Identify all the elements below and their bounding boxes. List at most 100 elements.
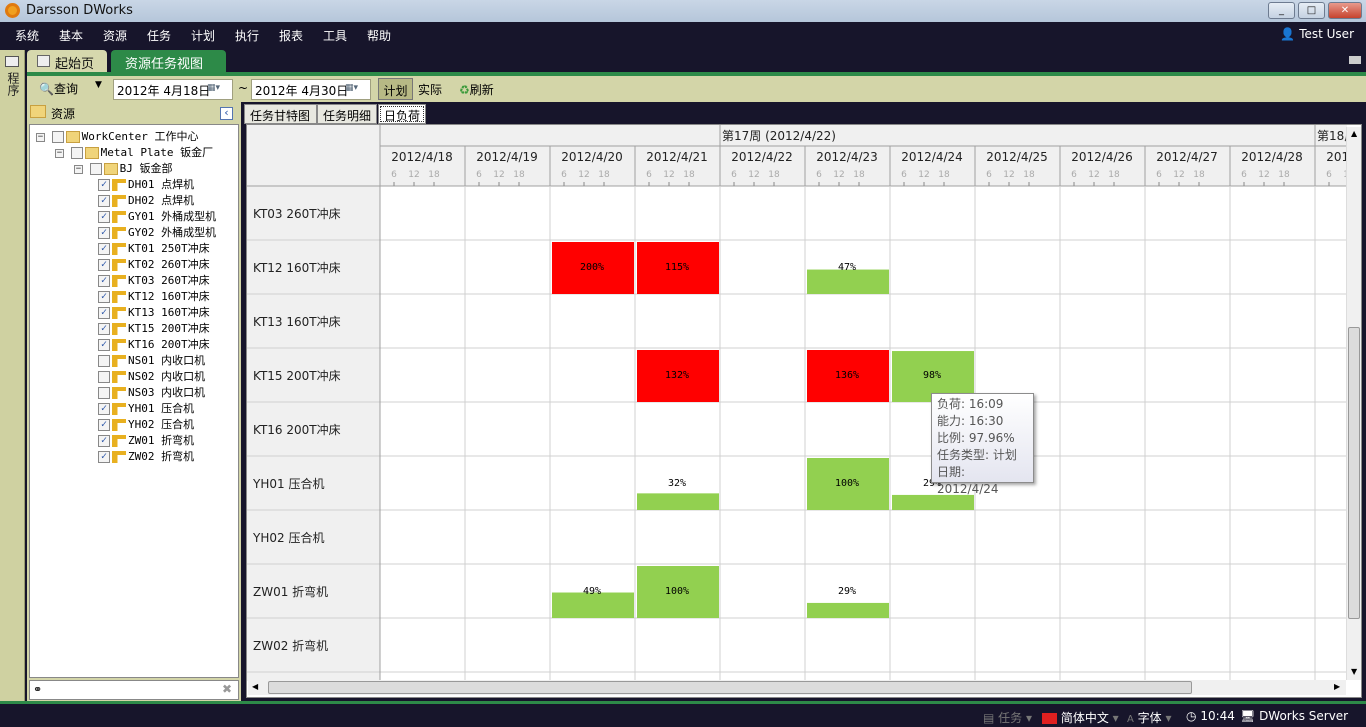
subtab-gantt[interactable]: 任务甘特图 — [244, 104, 317, 124]
tree-checkbox[interactable] — [51, 131, 64, 143]
tree-checkbox[interactable]: ✓ — [98, 259, 110, 271]
hour-tick-label: 12 — [408, 170, 419, 180]
query-dropdown-icon[interactable]: ▼ — [95, 80, 102, 90]
tree-checkbox[interactable]: ✓ — [98, 323, 110, 335]
tree-node[interactable]: ✓ GY02 外桶成型机 — [30, 224, 238, 240]
hour-tick-label: 6 — [476, 170, 482, 180]
tree-checkbox[interactable]: ✓ — [98, 307, 110, 319]
server-status[interactable]: 🖥 DWorks Server — [1240, 709, 1348, 723]
menu-tools[interactable]: 工具 — [323, 29, 348, 43]
scroll-right-icon[interactable]: ▶ — [1334, 682, 1341, 691]
tree-node[interactable]: ✓ KT12 160T冲床 — [30, 288, 238, 304]
tree-node[interactable]: NS03 内收口机 — [30, 384, 238, 400]
plan-toggle[interactable]: 计划 — [378, 78, 413, 100]
tree-node[interactable]: ✓ ZW02 折弯机 — [30, 448, 238, 464]
tree-checkbox[interactable]: ✓ — [98, 275, 110, 287]
tree-checkbox[interactable]: ✓ — [98, 179, 110, 191]
vertical-scroll-thumb[interactable] — [1348, 327, 1360, 619]
language-menu[interactable]: 简体中文 ▾ — [1042, 709, 1119, 726]
tasks-menu[interactable]: ▤ 任务 ▾ — [983, 711, 1033, 725]
tree-checkbox[interactable] — [98, 355, 110, 367]
app-logo-icon — [5, 3, 20, 18]
tree-checkbox[interactable]: ✓ — [98, 451, 110, 463]
tree-checkbox[interactable]: ✓ — [98, 227, 110, 239]
binoculars-icon[interactable]: ⚭ — [33, 683, 43, 696]
close-window-button[interactable]: ✕ — [1328, 2, 1362, 19]
tree-node[interactable]: NS01 内收口机 — [30, 352, 238, 368]
menu-plan[interactable]: 计划 — [191, 29, 216, 43]
menu-task[interactable]: 任务 — [147, 29, 172, 43]
subtab-details[interactable]: 任务明细 — [317, 104, 377, 124]
machine-icon — [112, 243, 126, 255]
tree-checkbox[interactable]: ✓ — [98, 291, 110, 303]
tree-checkbox[interactable]: ✓ — [98, 211, 110, 223]
tab-home[interactable]: 起始页 — [27, 50, 107, 72]
program-side-strip[interactable]: 程序 — [0, 50, 25, 702]
date-from-field[interactable]: 2012年 4月18日 — [113, 79, 233, 100]
tree-node[interactable]: ✓ KT02 260T冲床 — [30, 256, 238, 272]
vertical-scrollbar[interactable]: ▲ ▼ — [1346, 127, 1361, 680]
menu-basic[interactable]: 基本 — [59, 29, 84, 43]
tree-checkbox[interactable]: ✓ — [98, 339, 110, 351]
calendar-dropdown-icon[interactable]: ▦▾ — [207, 83, 221, 93]
tree-node[interactable]: ✓ KT15 200T冲床 — [30, 320, 238, 336]
tree-node[interactable]: ✓ ZW01 折弯机 — [30, 432, 238, 448]
minimize-button[interactable]: _ — [1268, 2, 1295, 19]
collapse-panel-button[interactable]: ‹ — [220, 107, 233, 120]
tree-node[interactable]: NS02 内收口机 — [30, 368, 238, 384]
tab-resource-task-view[interactable]: 资源任务视图 ✖ — [111, 50, 226, 86]
tree-checkbox[interactable]: ✓ — [98, 243, 110, 255]
resource-tree[interactable]: − WorkCenter 工作中心 − Metal Plate 钣金厂 − BJ 钣… — [29, 124, 239, 678]
date-to-field[interactable]: 2012年 4月30日 — [251, 79, 371, 100]
pin-icon[interactable] — [1349, 56, 1361, 64]
subtab-daily-load[interactable]: 日负荷 — [378, 104, 426, 124]
tree-node[interactable]: − Metal Plate 钣金厂 — [30, 144, 238, 160]
tree-node[interactable]: − WorkCenter 工作中心 — [30, 128, 238, 144]
font-menu[interactable]: A 字体 ▾ — [1127, 711, 1172, 725]
refresh-button[interactable]: ♻刷新 — [459, 81, 494, 98]
tree-node[interactable]: ✓ DH01 点焊机 — [30, 176, 238, 192]
tree-node[interactable]: ✓ KT03 260T冲床 — [30, 272, 238, 288]
tree-checkbox[interactable]: ✓ — [98, 195, 110, 207]
tree-checkbox[interactable] — [98, 371, 110, 383]
horizontal-scroll-thumb[interactable] — [268, 681, 1192, 694]
scroll-down-icon[interactable]: ▼ — [1351, 667, 1358, 676]
query-button[interactable]: 🔍查询 — [39, 80, 78, 97]
tree-node[interactable]: − BJ 钣金部 — [30, 160, 238, 176]
menu-resource[interactable]: 资源 — [103, 29, 128, 43]
collapse-icon[interactable]: − — [55, 147, 64, 158]
tree-checkbox[interactable]: ✓ — [98, 403, 110, 415]
actual-toggle[interactable]: 实际 — [418, 83, 443, 97]
tree-checkbox[interactable] — [89, 163, 102, 175]
menu-report[interactable]: 报表 — [279, 29, 304, 43]
horizontal-scrollbar[interactable]: ◀ ▶ — [248, 680, 1346, 695]
load-label: 98% — [923, 370, 941, 381]
tree-node-label: NS03 内收口机 — [128, 386, 206, 399]
clear-search-icon[interactable]: ✖ — [222, 682, 233, 696]
maximize-button[interactable]: □ — [1298, 2, 1325, 19]
tree-node[interactable]: ✓ YH02 压合机 — [30, 416, 238, 432]
menu-execute[interactable]: 执行 — [235, 29, 260, 43]
menu-system[interactable]: 系统 — [15, 29, 40, 43]
tree-node[interactable]: ✓ GY01 外桶成型机 — [30, 208, 238, 224]
calendar-dropdown-icon[interactable]: ▦▾ — [345, 83, 359, 93]
user-menu[interactable]: 👤 Test User — [1280, 27, 1354, 41]
tree-checkbox[interactable]: ✓ — [98, 419, 110, 431]
collapse-icon[interactable]: − — [36, 131, 45, 142]
load-bar — [807, 269, 889, 294]
scroll-left-icon[interactable]: ◀ — [252, 682, 259, 691]
tree-checkbox[interactable]: ✓ — [98, 435, 110, 447]
collapse-icon[interactable]: − — [74, 163, 83, 174]
tree-node[interactable]: ✓ DH02 点焊机 — [30, 192, 238, 208]
row-resource-label: KT13 160T冲床 — [253, 314, 341, 329]
tree-node[interactable]: ✓ KT01 250T冲床 — [30, 240, 238, 256]
date-label: 2012/4/26 — [1071, 150, 1133, 164]
tree-node[interactable]: ✓ YH01 压合机 — [30, 400, 238, 416]
tree-node[interactable]: ✓ KT16 200T冲床 — [30, 336, 238, 352]
scroll-up-icon[interactable]: ▲ — [1351, 129, 1358, 138]
tree-node[interactable]: ✓ KT13 160T冲床 — [30, 304, 238, 320]
menu-help[interactable]: 帮助 — [367, 29, 392, 43]
load-label: 49% — [583, 586, 601, 597]
tree-checkbox[interactable] — [70, 147, 83, 159]
tree-checkbox[interactable] — [98, 387, 110, 399]
